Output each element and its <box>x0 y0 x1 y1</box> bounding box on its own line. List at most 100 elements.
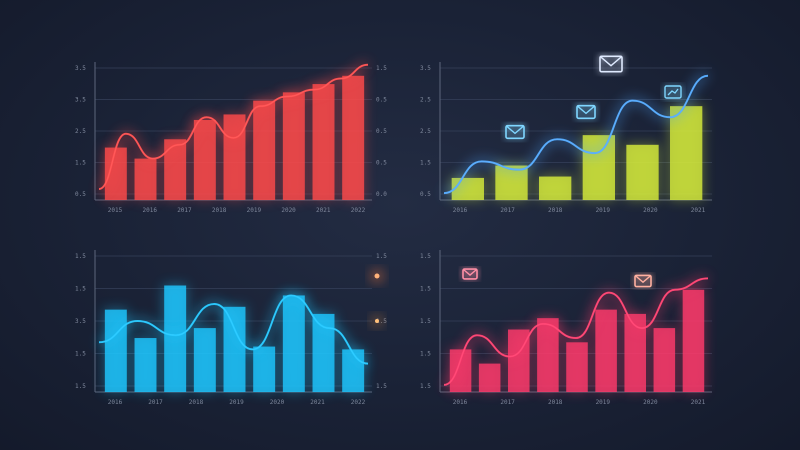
y-tick-label: 2.5 <box>420 97 431 104</box>
series-line-color <box>98 63 369 190</box>
bar <box>342 75 365 200</box>
x-tick-label: 2016 <box>453 399 468 406</box>
y-tick-label: 3.5 <box>75 65 86 72</box>
y-tick-label: 1.5 <box>420 286 431 293</box>
x-tick-label: 2021 <box>691 399 706 406</box>
y-tick-label-right: 0.5 <box>376 128 387 135</box>
x-tick-label: 2022 <box>351 207 366 214</box>
bar <box>193 119 216 200</box>
x-tick-label: 2017 <box>500 399 515 406</box>
y-tick-label: 2.5 <box>420 128 431 135</box>
x-tick-label: 2020 <box>270 399 285 406</box>
y-tick-label: 1.5 <box>75 286 86 293</box>
y-tick-label: 1.5 <box>75 160 86 167</box>
bar <box>253 100 276 200</box>
bar <box>164 285 187 392</box>
bar <box>537 318 559 392</box>
bar <box>193 328 216 392</box>
bar <box>682 289 705 392</box>
mail-icon <box>505 124 525 140</box>
x-tick-label: 2020 <box>281 207 296 214</box>
mail-icon <box>462 268 478 280</box>
x-tick-label: 2018 <box>548 399 563 406</box>
mail-icon-body <box>634 274 652 288</box>
y-tick-label-right: 0.5 <box>376 160 387 167</box>
x-tick-label: 2016 <box>142 207 157 214</box>
chart-panel-4: 1.5 1.5 1.5 1.5 1.5 2016 2017 2018 2019 2020 2021 <box>420 250 712 406</box>
y-tick-label: 1.5 <box>75 351 86 358</box>
series-line-glow <box>443 72 709 197</box>
y-tick-label-right: 0.0 <box>376 191 387 198</box>
bar <box>312 313 335 392</box>
bar <box>282 295 305 392</box>
y-tick-label: 3.5 <box>75 97 86 104</box>
x-tick-label: 2017 <box>500 207 515 214</box>
y-tick-label: 1.5 <box>420 318 431 325</box>
mail-icon-body <box>505 124 525 140</box>
y-tick-label: 3.5 <box>420 65 431 72</box>
series-line-color <box>443 277 709 386</box>
x-tick-label: 2022 <box>351 399 366 406</box>
x-tick-label: 2020 <box>643 399 658 406</box>
bar <box>312 84 335 200</box>
mail-icon-body <box>462 268 478 280</box>
mail-icon-flap <box>576 105 596 115</box>
bar <box>670 106 703 200</box>
x-tick-label: 2018 <box>189 399 204 406</box>
x-tick-label: 2015 <box>108 207 123 214</box>
x-tick-label: 2017 <box>177 207 192 214</box>
y-tick-label-right: 0.5 <box>376 97 387 104</box>
trend-icon-line <box>667 88 679 96</box>
y-tick-label: 1.5 <box>420 351 431 358</box>
x-tick-label: 2019 <box>247 207 262 214</box>
bar <box>134 158 157 200</box>
y-tick-label: 0.5 <box>420 191 431 198</box>
x-tick-label: 2016 <box>453 207 468 214</box>
bar <box>624 313 646 392</box>
mail-icon-flap <box>505 125 525 135</box>
bar <box>582 135 615 200</box>
bar <box>134 338 157 392</box>
y-tick-label: 1.5 <box>420 383 431 390</box>
y-tick-label: 1.5 <box>75 253 86 260</box>
mail-icon <box>576 104 596 120</box>
bar <box>653 328 676 392</box>
x-tick-label: 2017 <box>148 399 163 406</box>
x-tick-label: 2019 <box>596 207 611 214</box>
y-tick-label: 1.5 <box>420 253 431 260</box>
y-tick-label: 3.5 <box>75 318 86 325</box>
mail-icon <box>634 274 652 288</box>
x-tick-label: 2021 <box>691 207 706 214</box>
x-tick-label: 2021 <box>316 207 331 214</box>
bar <box>539 176 572 200</box>
bar <box>223 306 246 392</box>
trend-icon <box>664 85 682 99</box>
mail-icon-flap <box>634 274 652 284</box>
bar <box>566 342 588 392</box>
series-line <box>443 75 709 194</box>
bar <box>104 309 127 392</box>
x-tick-label: 2016 <box>108 399 123 406</box>
x-tick-label: 2021 <box>310 399 325 406</box>
trend-icon-frame <box>664 85 682 99</box>
x-tick-label: 2020 <box>643 207 658 214</box>
bar <box>164 139 187 200</box>
series-line-color <box>443 74 709 195</box>
bar <box>449 349 472 392</box>
icon-layer <box>371 55 682 326</box>
mail-icon <box>599 55 623 73</box>
bar <box>595 309 617 392</box>
y-tick-label-right: 1.5 <box>376 253 387 260</box>
chart-panel-1: 3.5 3.5 2.5 1.5 0.5 1.5 0.5 0.5 0.5 0.0 2015 2016 20… <box>75 61 387 214</box>
mail-icon-body <box>599 55 623 73</box>
series-line-color <box>98 294 369 365</box>
y-tick-label: 1.5 <box>75 383 86 390</box>
y-tick-label: 0.5 <box>75 191 86 198</box>
x-tick-label: 2018 <box>212 207 227 214</box>
glow-dot-core <box>374 273 380 279</box>
bar <box>478 363 501 392</box>
chart-panel-2: 3.5 2.5 2.5 1.5 0.5 2016 2017 2018 2019 2020 2021 <box>420 62 712 214</box>
y-tick-label: 1.5 <box>420 160 431 167</box>
y-tick-label: 2.5 <box>75 128 86 135</box>
chart-panel-3: 1.51.53.51.51.51.51.51.52016201720182019… <box>75 250 387 406</box>
